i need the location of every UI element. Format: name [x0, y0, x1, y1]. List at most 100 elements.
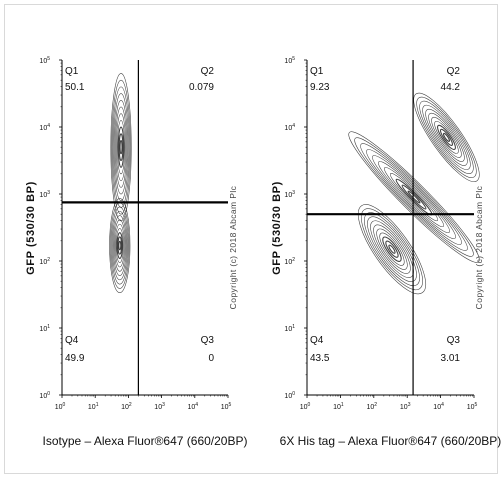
- y-tick-label: 105: [39, 56, 50, 65]
- contour-line: [376, 228, 408, 270]
- contour-line: [413, 92, 480, 182]
- contour-line: [115, 106, 127, 188]
- quadrant-label-q2: Q2: [201, 66, 215, 77]
- contour-line: [439, 128, 453, 146]
- y-tick-label: 102: [284, 257, 295, 266]
- y-tick-label: 101: [39, 324, 50, 333]
- x-tick-exponent: 0: [63, 402, 66, 408]
- contour-line: [401, 184, 427, 210]
- contour-line: [382, 236, 402, 262]
- contour-line: [370, 220, 414, 278]
- x-tick-label: 100: [300, 402, 311, 411]
- x-tick-exponent: 5: [229, 402, 232, 408]
- quadrant-label-q1: Q1: [310, 66, 324, 77]
- x-tick-exponent: 4: [195, 402, 198, 408]
- quadrant-value-q1: 9.23: [310, 82, 330, 93]
- contour-line: [117, 126, 125, 168]
- quadrant-label-q3: Q3: [447, 335, 461, 346]
- x-tick-exponent: 0: [308, 402, 311, 408]
- quadrant-value-q1: 50.1: [65, 82, 85, 93]
- contour-line: [389, 173, 439, 222]
- contour-line: [361, 208, 423, 291]
- y-tick-exponent: 2: [47, 257, 50, 263]
- x-tick-exponent: 1: [341, 402, 344, 408]
- contour-line: [118, 240, 122, 251]
- y-axis-label: GFP (530/30 BP): [25, 181, 37, 275]
- contour-line: [416, 96, 477, 178]
- quadrant-label-q3: Q3: [201, 335, 215, 346]
- contour-line: [115, 228, 124, 264]
- contour-line: [111, 206, 129, 285]
- copyright-text: Copyright (c) 2018 Abcam Plc: [474, 185, 484, 309]
- quadrant-label-q2: Q2: [447, 66, 461, 77]
- y-tick-exponent: 4: [292, 123, 295, 129]
- x-tick-label: 104: [433, 402, 444, 411]
- x-tick-label: 103: [400, 402, 411, 411]
- y-tick-exponent: 0: [292, 391, 295, 397]
- contour-line: [118, 133, 124, 162]
- population-2: [348, 131, 480, 263]
- contour-line: [116, 113, 126, 181]
- contour-line: [366, 149, 462, 245]
- contour-line: [360, 143, 468, 251]
- contour-line: [112, 210, 128, 281]
- contour-line: [109, 198, 131, 294]
- quadrant-value-q2: 0.079: [189, 82, 214, 93]
- x-tick-exponent: 2: [374, 402, 377, 408]
- y-tick-label: 104: [39, 123, 50, 132]
- contour-line: [384, 167, 444, 228]
- quadrant-value-q3: 3.01: [441, 353, 461, 364]
- contour-line: [348, 131, 480, 263]
- y-tick-label: 104: [284, 123, 295, 132]
- population-1: [110, 73, 132, 222]
- x-axis-label: 6X His tag – Alexa Fluor®647 (660/20BP): [280, 434, 502, 448]
- x-tick-label: 102: [367, 402, 378, 411]
- x-tick-exponent: 2: [129, 402, 132, 408]
- contour-line: [422, 104, 471, 170]
- copyright-text: Copyright (c) 2018 Abcam Plc: [228, 185, 238, 309]
- contour-line: [379, 232, 405, 266]
- y-tick-exponent: 0: [47, 391, 50, 397]
- contour-line: [113, 219, 126, 272]
- y-tick-label: 100: [39, 391, 50, 400]
- x-tick-label: 103: [154, 402, 165, 411]
- contour-line: [113, 93, 129, 202]
- contour-line: [428, 112, 465, 162]
- contour-line: [419, 100, 474, 174]
- contour-line: [388, 244, 396, 254]
- contour-line: [437, 124, 456, 151]
- quadrant-label-q4: Q4: [65, 335, 79, 346]
- x-tick-label: 101: [88, 402, 99, 411]
- quadrant-value-q2: 44.2: [441, 82, 461, 93]
- contour-line: [395, 178, 433, 216]
- contour-line: [425, 108, 468, 166]
- x-tick-label: 105: [467, 402, 478, 411]
- y-tick-label: 100: [284, 391, 295, 400]
- contour-line: [117, 236, 123, 255]
- x-tick-label: 102: [121, 402, 132, 411]
- contour-line: [372, 155, 456, 239]
- y-tick-exponent: 1: [292, 324, 295, 330]
- y-tick-label: 103: [284, 190, 295, 199]
- figure-frame: [4, 4, 498, 474]
- contour-line: [378, 161, 450, 233]
- contour-line: [119, 139, 123, 155]
- quadrant-value-q4: 49.9: [65, 353, 85, 364]
- contour-line: [364, 212, 420, 287]
- y-axis-label: GFP (530/30 BP): [271, 181, 283, 275]
- population-3: [413, 92, 480, 182]
- x-tick-exponent: 4: [441, 402, 444, 408]
- contour-line: [373, 224, 411, 274]
- population-2: [109, 198, 131, 294]
- contour-line: [431, 116, 462, 158]
- contour-line: [114, 99, 128, 195]
- contour-line: [116, 232, 124, 259]
- quadrant-value-q3: 0: [208, 353, 214, 364]
- x-tick-exponent: 1: [96, 402, 99, 408]
- y-tick-label: 105: [284, 56, 295, 65]
- y-tick-exponent: 2: [292, 257, 295, 263]
- contour-line: [110, 73, 132, 222]
- x-axis-label: Isotype – Alexa Fluor®647 (660/20BP): [43, 434, 248, 448]
